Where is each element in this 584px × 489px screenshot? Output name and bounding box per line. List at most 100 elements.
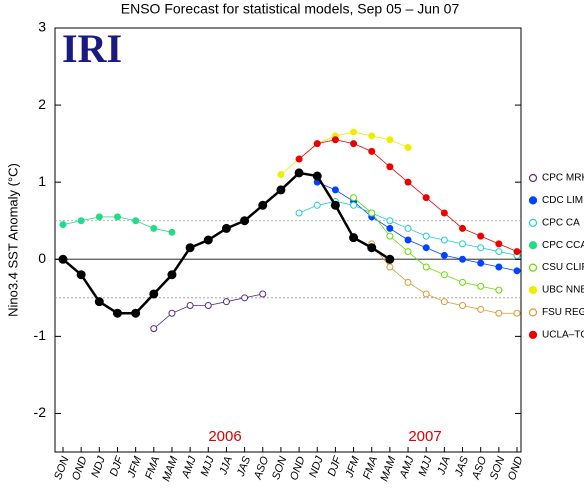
x-tick-label: OND (70, 455, 90, 482)
forecast-point (440, 298, 448, 306)
forecast-point (440, 236, 448, 244)
x-tick-label: ASO (470, 455, 490, 482)
forecast-point (513, 267, 521, 275)
observed-point (185, 243, 195, 253)
forecast-point (422, 290, 430, 298)
forecast-point (386, 263, 394, 271)
observed-point (58, 254, 68, 264)
y-tick-label: 1 (38, 173, 46, 189)
forecast-point (113, 213, 121, 221)
x-tick-label: JAS (453, 454, 472, 479)
forecast-point (350, 128, 358, 136)
observed-point (367, 243, 377, 253)
y-tick-label: 3 (38, 19, 46, 35)
legend-label: CPC MRKOV (542, 173, 584, 184)
x-tick-label: AMJ (180, 454, 199, 480)
forecast-point (150, 325, 158, 333)
observed-point (131, 308, 141, 318)
x-tick-label: MJJ (417, 454, 435, 478)
observed-point (112, 308, 122, 318)
forecast-point (404, 248, 412, 256)
observed-point (94, 297, 104, 307)
observed-point (221, 223, 231, 233)
forecast-point (168, 309, 176, 317)
y-tick-label: 2 (38, 96, 46, 112)
forecast-point (477, 305, 485, 313)
forecast-point (241, 294, 249, 302)
forecast-point (386, 163, 394, 171)
x-tick-label: SON (488, 455, 507, 482)
chart-title: ENSO Forecast for statistical models, Se… (121, 1, 460, 17)
forecast-point (422, 194, 430, 202)
observed-point (385, 254, 395, 264)
forecast-point (277, 170, 285, 178)
forecast-point (295, 155, 303, 163)
forecast-point (331, 136, 339, 144)
forecast-point (386, 136, 394, 144)
observed-point (349, 233, 359, 243)
forecast-point (495, 248, 503, 256)
forecast-point (186, 302, 194, 310)
observed-point (76, 270, 86, 280)
y-axis-label: Nino3.4 SST Anomaly (°C) (5, 163, 20, 317)
forecast-point (477, 282, 485, 290)
x-tick-label: NDJ (89, 454, 108, 479)
observed-point (258, 200, 268, 210)
year-label: 2007 (408, 428, 441, 445)
legend-marker (528, 308, 538, 317)
forecast-point (313, 140, 321, 148)
y-tick-label: -1 (34, 327, 47, 343)
forecast-point (331, 186, 339, 194)
observed-point (203, 235, 213, 245)
observed-point (276, 185, 286, 195)
forecast-point (422, 244, 430, 252)
x-tick-label: OND (506, 455, 526, 482)
forecast-point (404, 278, 412, 286)
legend-label: UBC NNET (542, 285, 584, 296)
forecast-point (313, 201, 321, 209)
forecast-point (222, 298, 230, 306)
forecast-point (495, 309, 503, 317)
forecast-point (77, 217, 85, 225)
x-tick-label: JFM (343, 454, 362, 480)
x-tick-label: MJJ (199, 454, 217, 478)
x-tick-label: AMJ (397, 454, 416, 480)
legend-marker (528, 241, 538, 250)
observed-point (167, 270, 177, 280)
forecast-point (477, 259, 485, 267)
forecast-point (404, 236, 412, 244)
x-tick-label: OND (288, 455, 308, 482)
forecast-point (259, 290, 267, 298)
x-tick-label: SON (270, 455, 289, 482)
legend-label: CPC CCA (542, 240, 584, 251)
forecast-point (440, 271, 448, 279)
forecast-point (440, 209, 448, 217)
forecast-point (59, 221, 67, 229)
forecast-line (298, 139, 518, 252)
forecast-point (440, 251, 448, 259)
legend-marker (528, 330, 538, 339)
forecast-point (513, 248, 521, 256)
forecast-point (495, 286, 503, 294)
x-tick-label: JFM (125, 454, 144, 480)
legend-marker (528, 218, 538, 227)
x-tick-label: JAS (235, 454, 254, 479)
forecast-point (459, 240, 467, 248)
forecast-point (459, 302, 467, 310)
observed-point (149, 289, 159, 299)
forecast-point (168, 228, 176, 236)
x-tick-label: JJA (435, 455, 453, 477)
plot-frame (54, 27, 522, 453)
forecast-point (404, 178, 412, 186)
x-tick-label: JJA (217, 455, 235, 477)
forecast-point (422, 263, 430, 271)
forecast-point (459, 255, 467, 263)
y-tick-label: -2 (34, 404, 47, 420)
forecast-point (495, 263, 503, 271)
x-tick-label: SON (52, 455, 71, 482)
forecast-point (459, 278, 467, 286)
forecast-point (368, 209, 376, 217)
observed-point (294, 168, 304, 178)
forecast-point (422, 232, 430, 240)
